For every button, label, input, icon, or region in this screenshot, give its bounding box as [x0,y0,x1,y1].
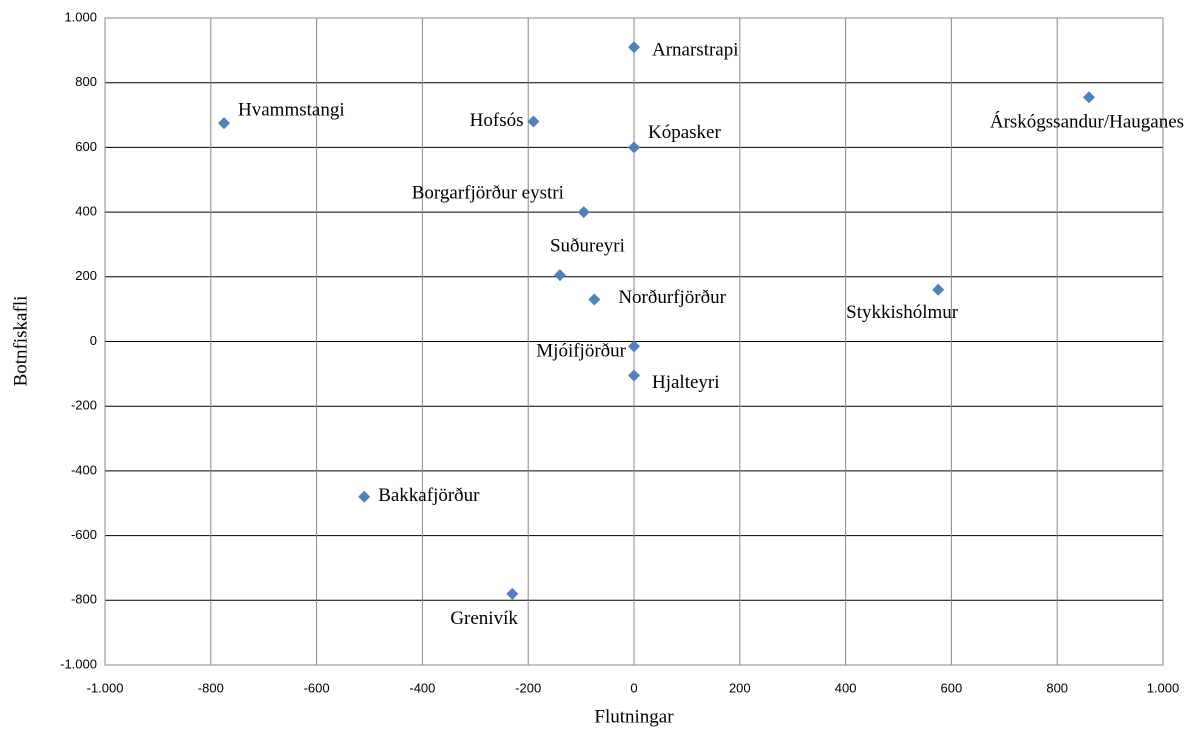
data-point [932,283,945,296]
data-point [358,490,371,503]
x-tick-label: 800 [1046,680,1068,695]
data-point [588,293,601,306]
x-tick-label: -1.000 [87,680,124,695]
data-point [553,269,566,282]
data-point [577,206,590,219]
point-label: Arnarstrapi [652,39,739,60]
x-tick-label: 400 [835,680,857,695]
x-tick-label: 200 [729,680,751,695]
point-label: Suðureyri [550,236,625,257]
data-point [1082,91,1095,104]
data-point [628,369,640,382]
y-tick-label: 0 [90,333,97,348]
point-label: Hofsós [470,110,524,131]
data-point [506,587,519,600]
point-label: Mjóifjörður [536,341,626,362]
data-point [628,340,640,353]
y-tick-label: 600 [75,139,97,154]
y-tick-label: 200 [75,268,97,283]
x-tick-label: 600 [941,680,963,695]
point-label: Norðurfjörður [618,287,726,308]
y-tick-label: -400 [71,462,97,477]
y-tick-label: 400 [75,204,97,219]
y-tick-label: 800 [75,74,97,89]
x-tick-label: 0 [630,680,637,695]
point-label: Kópasker [648,122,721,143]
y-axis-title: Botnfiskafli [10,296,31,387]
point-label: Hvammstangi [238,99,345,120]
point-label: Grenivík [450,608,518,629]
point-label: Hjalteyri [652,372,720,393]
x-tick-label: 1.000 [1147,680,1180,695]
data-point [628,41,640,54]
point-label: Árskógssandur/Hauganes [990,111,1184,133]
data-point [628,141,640,154]
x-axis-title: Flutningar [594,706,674,727]
y-tick-label: -1.000 [60,656,97,671]
x-tick-label: -200 [515,680,541,695]
plot-border [104,17,1164,666]
x-tick-label: -400 [409,680,435,695]
point-label: Stykkishólmur [846,302,959,323]
data-point [218,117,231,130]
y-tick-label: -200 [71,398,97,413]
data-point [527,115,540,128]
x-tick-label: -600 [304,680,330,695]
y-tick-label: -600 [71,527,97,542]
y-tick-label: -800 [71,592,97,607]
point-label: Borgarfjörður eystri [412,182,564,203]
point-label: Bakkafjörður [378,485,480,506]
y-tick-label: 1.000 [64,9,97,24]
x-tick-label: -800 [198,680,224,695]
